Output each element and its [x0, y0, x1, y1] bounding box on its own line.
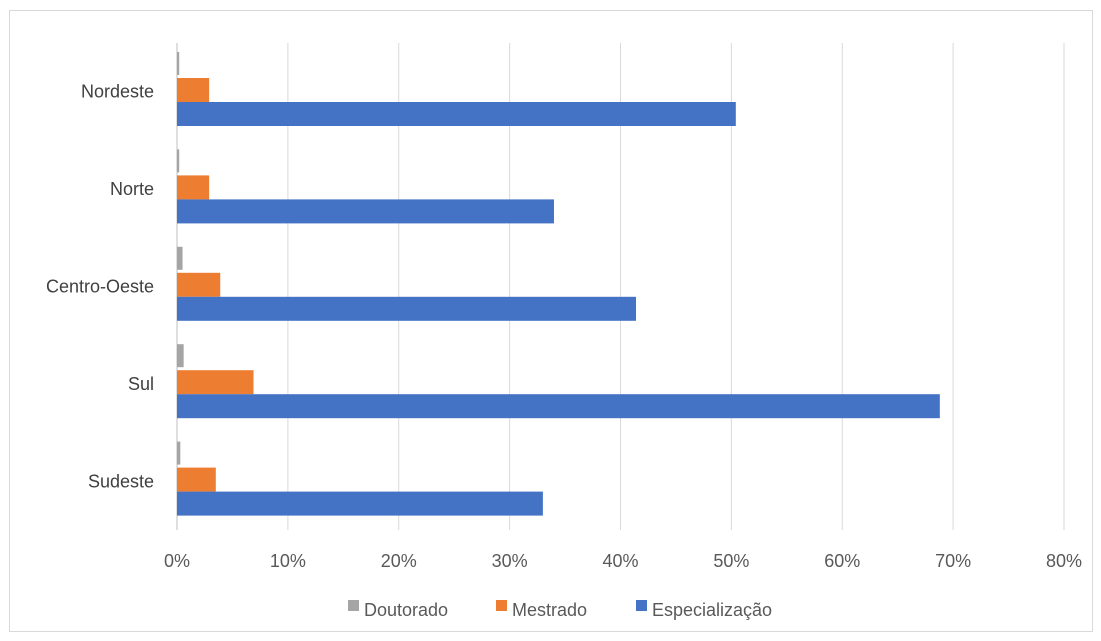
category-label: Centro-Oeste: [46, 277, 154, 297]
x-tick-label: 80%: [1046, 551, 1082, 571]
category-labels: Nordeste Norte Centro-Oeste Sul Sudeste: [46, 82, 154, 492]
bar-doutorado-nordeste: [177, 52, 180, 75]
legend-label: Mestrado: [512, 600, 587, 620]
x-tick-label: 40%: [602, 551, 638, 571]
legend-swatch: [496, 600, 507, 611]
legend: Doutorado Mestrado Especialização: [348, 600, 772, 620]
x-axis-tick-labels: 0% 10% 20% 30% 40% 50% 60% 70% 80%: [164, 551, 1082, 571]
bar-doutorado-sul: [177, 344, 184, 368]
bars: [177, 52, 940, 516]
x-tick-label: 20%: [381, 551, 417, 571]
bar-doutorado-sudeste: [177, 441, 181, 465]
category-label: Norte: [110, 179, 154, 199]
bar-especializao-nordeste: [177, 102, 736, 126]
bar-doutorado-norte: [177, 149, 180, 173]
bar-mestrado-sul: [177, 370, 254, 395]
bar-especializao-sudeste: [177, 491, 543, 516]
x-tick-label: 60%: [824, 551, 860, 571]
bar-doutorado-centrooeste: [177, 246, 183, 270]
x-tick-label: 50%: [713, 551, 749, 571]
bar-especializao-centrooeste: [177, 296, 637, 321]
legend-swatch: [636, 600, 647, 611]
bar-mestrado-sudeste: [177, 467, 216, 492]
bar-especializao-norte: [177, 199, 554, 224]
legend-swatch: [348, 600, 359, 611]
x-tick-label: 30%: [492, 551, 528, 571]
legend-label: Especialização: [652, 600, 772, 620]
x-tick-label: 0%: [164, 551, 190, 571]
category-label: Sul: [128, 374, 154, 394]
x-tick-label: 10%: [270, 551, 306, 571]
category-label: Nordeste: [81, 82, 154, 102]
bar-especializao-sul: [177, 394, 940, 419]
bar-mestrado-nordeste: [177, 78, 210, 102]
x-tick-label: 70%: [935, 551, 971, 571]
category-label: Sudeste: [88, 471, 154, 491]
bar-mestrado-norte: [177, 175, 210, 200]
bar-mestrado-centrooeste: [177, 272, 221, 297]
legend-label: Doutorado: [364, 600, 448, 620]
